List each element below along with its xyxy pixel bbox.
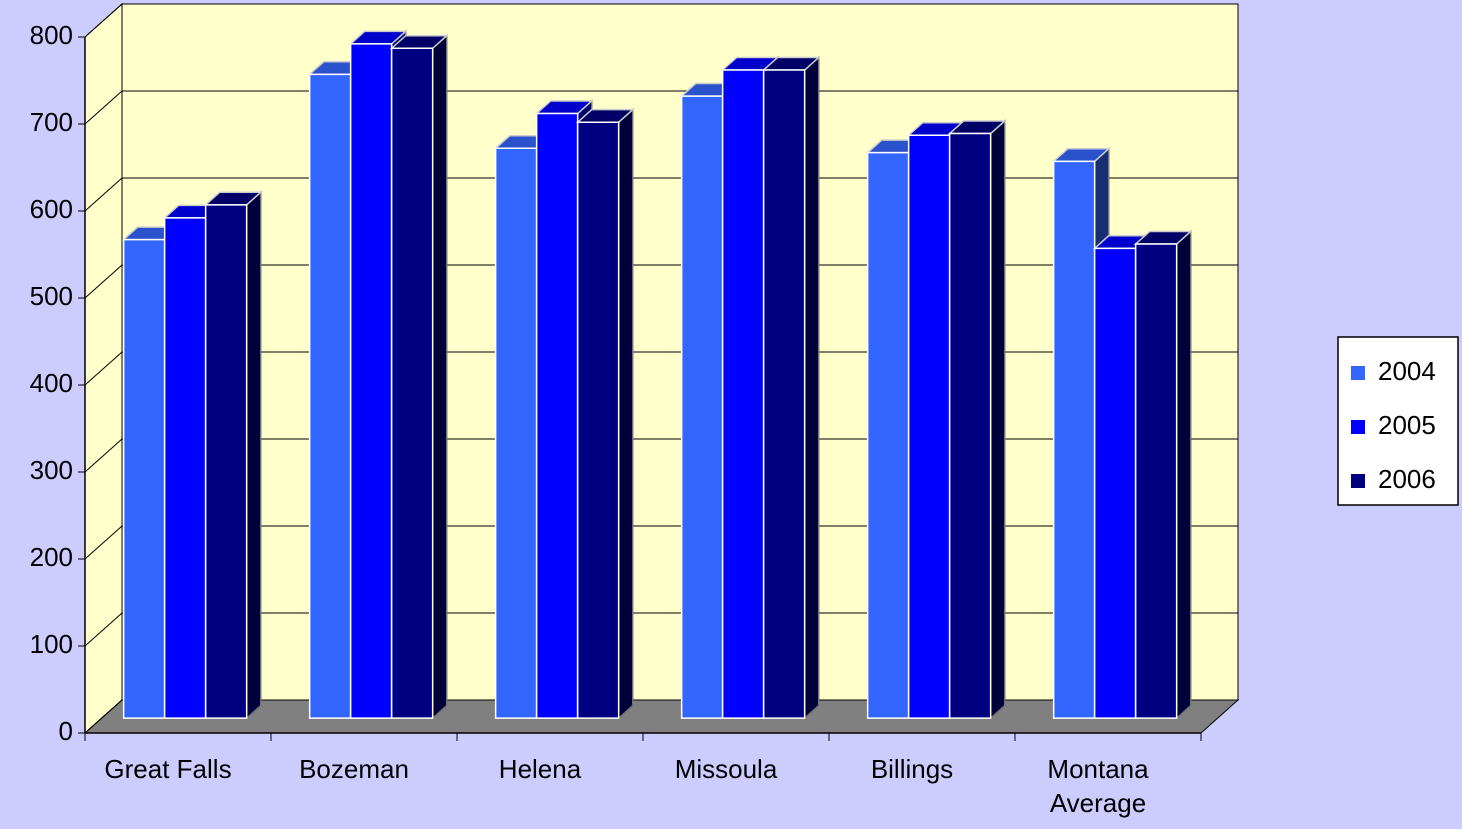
bar [576,121,620,719]
y-tick-label: 400 [30,368,73,398]
y-tick-label: 0 [59,716,73,746]
bar [948,132,992,719]
bar [680,95,724,719]
bar [308,73,352,719]
bar-side [617,107,634,720]
x-tick-label: Bozeman [299,754,409,784]
x-tick-label: Missoula [674,754,778,784]
bar [349,43,393,719]
bar [1052,160,1096,719]
y-tick-label: 300 [30,455,73,485]
bar [204,204,248,719]
bar [163,217,207,719]
bar [721,69,765,719]
y-tick-label: 100 [30,629,73,659]
y-tick-label: 200 [30,542,73,572]
y-tick-label: 500 [30,281,73,311]
x-tick-label: Helena [498,754,582,784]
legend-swatch [1351,474,1365,488]
y-tick-label: 800 [30,20,73,50]
grid-line [84,525,1238,560]
bar-side [431,34,448,720]
legend-label: 2004 [1378,356,1436,386]
legend-label: 2005 [1378,410,1436,440]
bar-side [245,190,262,720]
bar [1134,243,1178,719]
legend-label: 2006 [1378,464,1436,494]
x-tick-label: Great Falls [104,754,232,784]
bar [494,147,538,719]
bar [390,47,434,719]
bar [535,112,579,719]
bar [762,69,806,719]
bar-side [989,119,1006,720]
grid-line [84,699,1238,734]
y-tick-label: 700 [30,107,73,137]
y-tick-label: 600 [30,194,73,224]
bar [1093,247,1137,719]
x-tick-label: Billings [870,754,954,784]
grid-line [84,177,1238,212]
legend-swatch [1351,366,1365,380]
bar-side [1175,229,1192,720]
bar-side [803,55,820,720]
legend-swatch [1351,420,1365,434]
grid-line [84,264,1238,299]
bar [122,238,166,719]
bar [907,134,951,719]
grid-line [84,90,1238,125]
grid-line [84,351,1238,386]
grid-line [84,612,1238,647]
bar [866,151,910,719]
grid-line [84,438,1238,473]
grid-line [84,3,1238,38]
x-tick-label: Montana Average [1047,754,1149,818]
